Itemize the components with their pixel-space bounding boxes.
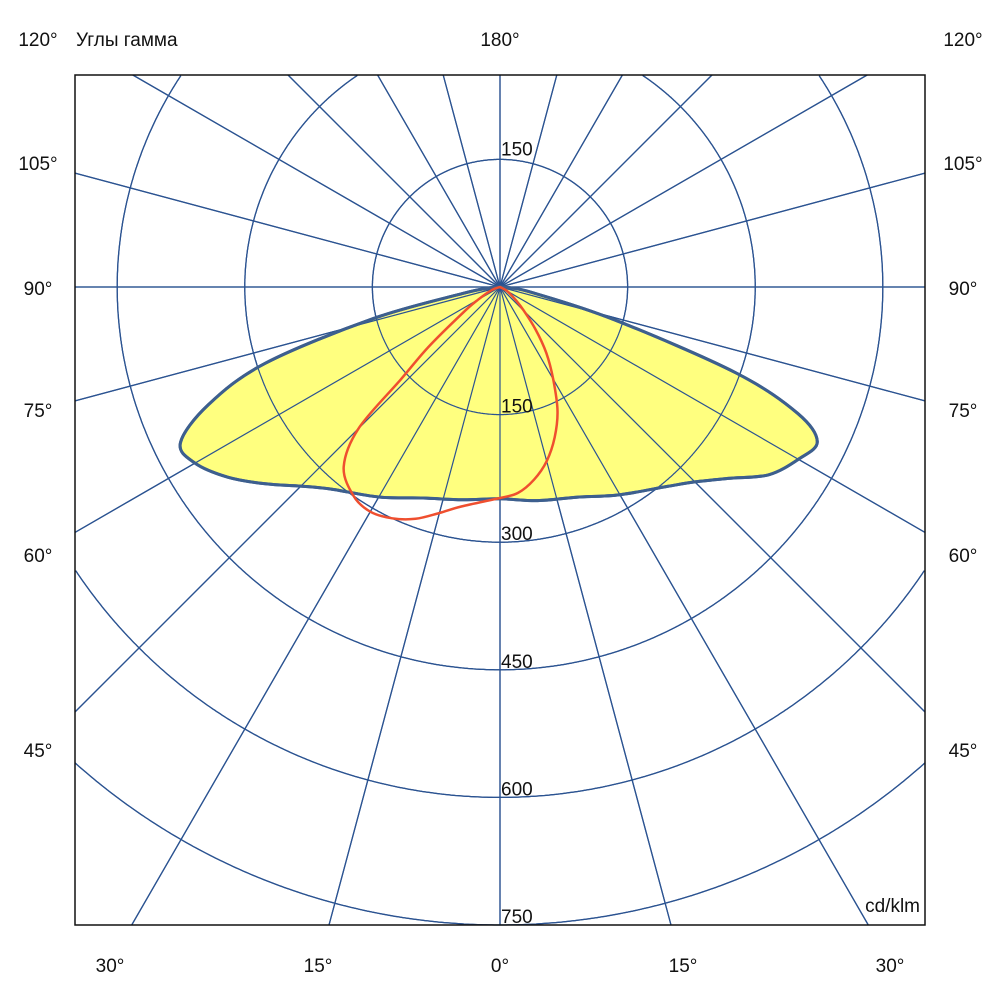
grid-ray-overlay <box>499 286 925 533</box>
bottom-angle-label: 15° <box>304 956 333 977</box>
radial-tick-label: 150 <box>501 397 533 418</box>
bottom-angle-label: 0° <box>491 956 509 977</box>
radial-tick-label: 750 <box>501 907 533 928</box>
grid-ray-overlay <box>377 75 501 288</box>
right-angle-label: 45° <box>949 741 978 762</box>
right-angle-label: 60° <box>949 546 978 567</box>
grid-ray-overlay <box>499 75 623 288</box>
bottom-angle-label: 15° <box>669 956 698 977</box>
grid-ray-overlay <box>131 286 501 925</box>
top-angle-label: 180° <box>480 30 519 51</box>
curves <box>75 75 925 925</box>
right-angle-label: 90° <box>949 279 978 300</box>
grid-ray-overlay <box>75 286 501 402</box>
grid-ray-overlay <box>75 286 501 713</box>
grid-circle-overlay <box>75 762 925 925</box>
right-angle-label: 105° <box>943 154 982 175</box>
grid-ray-overlay <box>499 75 558 288</box>
radial-tick-label: 150 <box>501 139 533 160</box>
grid-ray-overlay <box>499 172 925 288</box>
bottom-angle-label: 30° <box>96 956 125 977</box>
grid-ray-overlay <box>499 286 925 713</box>
left-angle-label: 60° <box>24 546 53 567</box>
bottom-angle-labels: 30° 15° 0° 15° 30° <box>96 956 905 977</box>
chart-title: Углы гамма <box>76 30 178 51</box>
intensity-curve-red <box>342 285 559 521</box>
radial-tick-label: 600 <box>501 779 533 800</box>
bottom-angle-label: 30° <box>876 956 905 977</box>
right-angle-label: 120° <box>943 30 982 51</box>
grid-ray-overlay <box>287 75 501 288</box>
grid-ray-overlay <box>75 286 501 533</box>
left-angle-label: 45° <box>24 741 53 762</box>
right-angle-label: 75° <box>949 401 978 422</box>
radial-tick-label: 300 <box>501 524 533 545</box>
left-angle-label: 75° <box>24 401 53 422</box>
plot-frame <box>74 74 926 926</box>
side-angle-labels: 120° 105° 90° 75° 60° 45° 120° 105° 90° … <box>18 30 982 762</box>
radial-tick-label: 450 <box>501 652 533 673</box>
grid-ray-overlay <box>442 75 501 288</box>
grid-ray-overlay <box>328 286 501 925</box>
left-angle-label: 120° <box>18 30 57 51</box>
grid-ray-overlay <box>499 75 868 288</box>
grid-ray-overlay <box>499 75 713 288</box>
intensity-curve-yellow <box>178 285 819 503</box>
grid-ray-overlay <box>75 172 501 288</box>
grid-circle-overlay <box>75 570 925 798</box>
grid-ray-overlay <box>499 286 869 925</box>
grid-ray-overlay <box>132 75 501 288</box>
radial-tick-labels: 150 150 300 450 600 750 <box>501 139 533 928</box>
grid-ray-overlay <box>499 286 672 925</box>
left-angle-label: 90° <box>24 279 53 300</box>
unit-label: cd/klm <box>865 896 920 917</box>
grid-ray-overlay <box>499 286 925 402</box>
left-angle-label: 105° <box>18 154 57 175</box>
grid-circle-overlay <box>116 75 884 671</box>
